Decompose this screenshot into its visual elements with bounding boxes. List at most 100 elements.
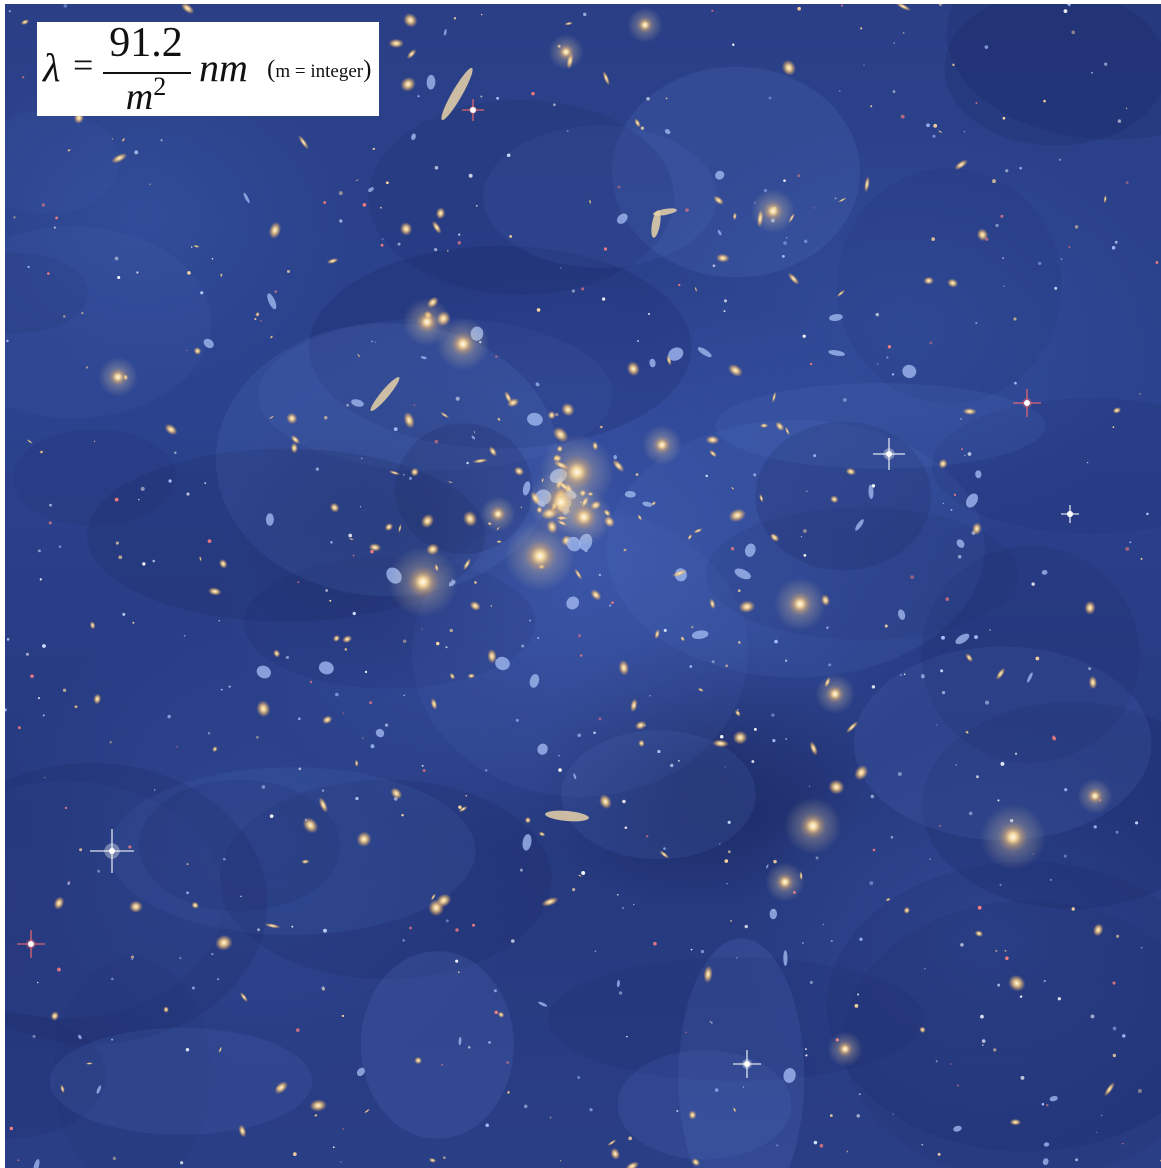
haze-patch [483,125,717,268]
faint-source [975,322,978,325]
bright-galaxy [490,506,506,522]
galaxy [732,212,737,221]
faint-source [62,688,67,692]
faint-source [809,362,813,366]
galaxy [1049,1095,1058,1102]
galaxy [326,258,339,264]
galaxy [734,568,751,580]
faint-source [1114,240,1118,244]
galaxy [836,289,846,298]
faint-source [200,291,204,295]
galaxy [561,402,575,417]
faint-source [870,105,873,108]
galaxy [193,347,202,355]
faint-source [485,1123,489,1128]
galaxy [398,523,402,534]
galaxy [384,522,394,532]
galaxy [902,364,917,379]
faint-source [992,179,996,184]
galaxy [864,176,870,193]
faint-source [167,714,171,719]
faint-source [183,634,186,637]
faint-source [111,1038,114,1041]
faint-source [64,806,68,810]
faint-source [581,871,586,875]
sky-field [5,4,1161,1168]
faint-source [1068,246,1071,249]
faint-source [1112,1026,1117,1031]
faint-source [929,341,933,345]
galaxy [947,278,959,288]
galaxy [734,709,741,717]
galaxy [309,1099,327,1112]
faint-source [355,796,359,801]
galaxy [651,501,657,506]
galaxy [715,170,725,180]
galaxy [355,178,360,182]
galaxy [463,558,471,571]
faint-source [886,356,889,359]
faint-source [342,712,345,714]
galaxy [403,13,418,28]
faint-source [97,869,101,873]
faint-source [128,845,132,849]
bright-galaxy [653,436,671,454]
paren-open: ( [267,56,276,83]
faint-source [115,541,119,545]
galaxy [854,765,869,781]
faint-source [678,283,681,287]
galaxy [845,467,856,476]
faint-source [187,271,191,275]
faint-source [57,967,61,972]
galaxy [955,633,970,645]
faint-source [645,835,649,838]
faint-source [736,957,738,959]
faint-source [953,493,957,496]
faint-source [813,207,815,209]
faint-source [53,226,56,229]
faint-source [445,919,449,923]
faint-source [940,669,944,673]
faint-source [441,1063,444,1066]
galaxy [472,458,488,464]
galaxy [759,493,764,503]
faint-source [893,42,896,44]
faint-source [346,403,349,407]
galaxy [1042,1158,1049,1166]
faint-source [941,690,946,695]
haze-patch [612,66,861,278]
faint-source [891,373,895,376]
faint-source [421,764,424,767]
galaxy [624,490,636,498]
faint-source [993,1048,997,1052]
galaxy [121,137,126,143]
faint-source [324,415,328,420]
faint-source [903,32,905,34]
galaxy [318,661,334,675]
faint-source [617,185,621,189]
galaxy [430,893,436,901]
faint-source [980,1014,984,1019]
faint-source [727,820,731,824]
faint-source [1054,286,1058,290]
galaxy [626,361,640,377]
faint-source [30,674,34,679]
faint-source [598,717,602,721]
galaxy [599,425,604,429]
galaxy [1088,675,1098,690]
galaxy [966,493,978,508]
faint-source [618,991,623,995]
star-core [744,1061,750,1067]
galaxy [697,687,704,692]
bright-galaxy [558,44,574,60]
faint-source [409,926,413,930]
galaxy-cluster-photo [5,4,1161,1168]
galaxy [1092,923,1104,937]
galaxy [588,199,592,205]
faint-source [286,269,290,273]
faint-source [111,138,114,140]
faint-source [1086,461,1089,464]
faint-source [981,1039,986,1043]
faint-source [449,628,453,633]
faint-source [773,859,777,864]
